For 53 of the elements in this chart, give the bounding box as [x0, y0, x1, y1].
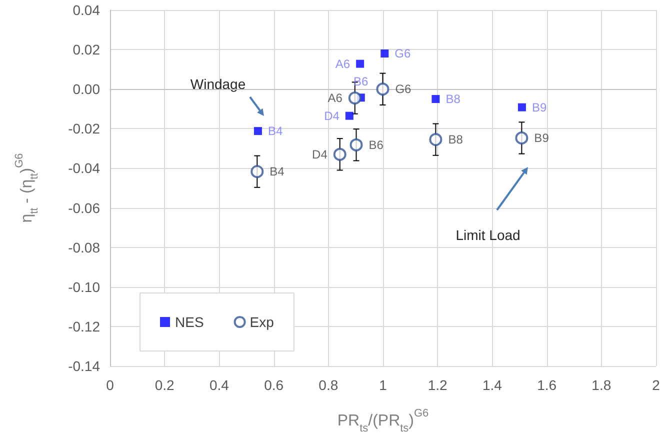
data-label: B9: [532, 100, 547, 114]
point: [345, 112, 354, 120]
x-tick-label: 2: [652, 377, 660, 393]
legend-label: Exp: [250, 314, 274, 330]
point: [432, 95, 440, 103]
data-label: B4: [268, 124, 283, 138]
x-tick-label: 1: [379, 377, 388, 393]
y-tick-label: -0.08: [68, 239, 100, 256]
y-tick-label: -0.14: [68, 358, 100, 374]
point: [380, 50, 389, 58]
x-tick-label: 1.2: [428, 377, 448, 393]
point: [518, 103, 526, 112]
point: [333, 148, 346, 161]
x-tick-label: 1.6: [537, 377, 557, 393]
point: [250, 165, 264, 178]
annotation: Limit Load: [456, 227, 520, 243]
data-label: D4: [312, 147, 328, 162]
point: [429, 133, 442, 146]
annotation: Windage: [190, 76, 246, 92]
x-tick-label: 0.2: [154, 377, 175, 393]
data-label: G6: [394, 46, 411, 61]
data-label: A6: [328, 91, 343, 106]
y-tick-label: -0.10: [68, 278, 100, 295]
point: [376, 82, 390, 96]
data-label: B8: [446, 92, 461, 106]
point: [515, 131, 528, 144]
data-label: G6: [395, 82, 412, 96]
y-tick-label: -0.02: [68, 120, 100, 137]
point: [356, 60, 364, 68]
y-tick-label: -0.04: [68, 160, 100, 176]
y-tick-label: 0.02: [72, 42, 100, 58]
x-tick-label: 0.6: [264, 377, 284, 393]
data-label: B8: [448, 132, 464, 147]
data-label: A6: [335, 56, 350, 71]
data-label: B4: [270, 164, 285, 179]
x-tick-label: 1.4: [482, 377, 502, 393]
data-label: B9: [534, 130, 550, 145]
x-tick-label: 0.8: [318, 377, 338, 393]
point: [350, 138, 363, 152]
y-tick-label: 0.00: [72, 81, 100, 98]
data-label: B6: [368, 138, 384, 152]
data-label: B6: [354, 74, 369, 89]
x-tick-label: 0: [106, 377, 114, 393]
y-tick-label: -0.12: [68, 318, 100, 334]
data-label: D4: [324, 108, 340, 123]
point: [254, 127, 262, 136]
x-tick-label: 0.4: [209, 377, 230, 393]
legend-label: NES: [175, 314, 204, 330]
point: [348, 92, 362, 105]
y-tick-label: 0.04: [72, 2, 100, 18]
y-axis-title: ηtt - (ηtt)G6: [14, 153, 40, 223]
x-tick-label: 1.8: [592, 377, 612, 393]
y-tick-label: -0.06: [68, 200, 100, 216]
